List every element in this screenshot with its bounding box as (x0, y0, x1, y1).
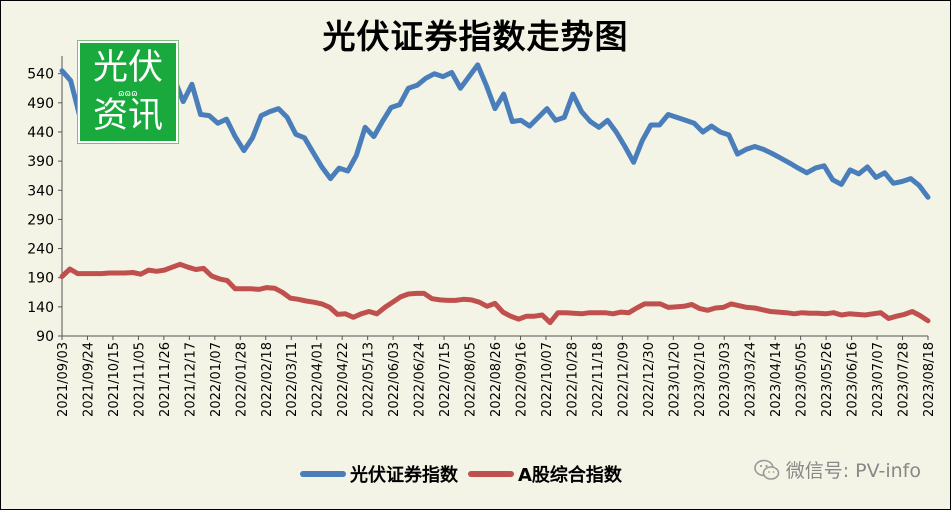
x-tick-label: 2022/10/28 (565, 342, 580, 417)
x-tick-label: 2023/03/03 (718, 342, 733, 417)
x-tick-label: 2022/08/26 (489, 342, 504, 417)
x-tick-label: 2021/11/26 (158, 342, 173, 417)
x-tick-label: 2023/05/26 (820, 342, 835, 417)
y-tick-label: 490 (27, 96, 54, 112)
y-tick-label: 190 (27, 271, 54, 287)
legend-swatch-a-share-index (468, 471, 514, 477)
x-tick-label: 2023/06/16 (846, 342, 861, 417)
x-tick-label: 2021/09/24 (81, 342, 96, 417)
series-layer (59, 62, 931, 326)
x-tick-label: 2021/10/15 (107, 342, 122, 417)
y-tick-label: 440 (27, 125, 54, 141)
logo-ornament: ɷɷɷ (118, 89, 138, 99)
x-tick-label: 2022/08/05 (464, 342, 479, 417)
x-tick-label: 2022/06/24 (413, 342, 428, 417)
y-tick-label: 240 (27, 242, 54, 258)
logo-text-line2: 资讯 (92, 96, 163, 136)
x-tick-label: 2021/09/03 (56, 342, 71, 417)
y-tick-label: 340 (27, 183, 54, 199)
x-tick-label: 2022/10/07 (540, 342, 555, 417)
x-tick-label: 2023/03/24 (744, 342, 759, 417)
x-tick-label: 2022/01/28 (234, 342, 249, 417)
x-tick-label: 2023/05/05 (795, 342, 810, 417)
legend-label-a-share-index: A股综合指数 (518, 465, 622, 486)
x-tick-label: 2023/02/10 (693, 342, 708, 417)
x-tick-label: 2022/09/16 (514, 342, 529, 417)
x-tick-label: 2022/02/18 (260, 342, 275, 417)
x-tick-label: 2022/06/03 (387, 342, 402, 417)
legend-item-pv-index: 光伏证券指数 (300, 461, 458, 487)
x-tick-label: 2022/12/09 (616, 342, 631, 417)
legend: 光伏证券指数 A股综合指数 (300, 462, 632, 486)
x-tick-label: 2022/11/18 (591, 342, 606, 417)
wechat-icon (753, 459, 780, 480)
y-tick-label: 90 (36, 329, 54, 345)
x-tick-label: 2021/12/17 (183, 342, 198, 417)
y-tick-label: 290 (27, 212, 54, 228)
pv-info-logo: 光伏 ɷɷɷ 资讯 (78, 41, 178, 143)
y-tick-label: 140 (27, 300, 54, 316)
axes (61, 56, 928, 337)
x-tick-label: 2023/07/28 (897, 342, 912, 417)
x-tick-label: 2021/11/05 (132, 342, 147, 417)
legend-item-a-share-index: A股综合指数 (468, 461, 622, 487)
watermark-text: 微信号: PV-info (785, 460, 921, 482)
x-tick-label: 2023/04/14 (769, 342, 784, 417)
series-line-a-share-index (59, 261, 931, 326)
legend-label-pv-index: 光伏证券指数 (350, 465, 458, 486)
wechat-watermark: 微信号: PV-info (753, 456, 921, 483)
series-line-pv-index (59, 62, 931, 200)
logo-text-line1: 光伏 (92, 48, 163, 88)
x-tick-label: 2022/07/15 (438, 342, 453, 417)
x-tick-label: 2023/07/07 (871, 342, 886, 417)
x-tick-label: 2023/08/18 (922, 342, 937, 417)
x-tick-label: 2022/12/30 (642, 342, 657, 417)
y-axis-ticks: 90 140 190 240 290 340 390 440 490 540 (27, 67, 62, 345)
x-tick-label: 2022/04/01 (311, 342, 326, 417)
x-tick-label: 2022/05/13 (362, 342, 377, 417)
y-tick-label: 540 (27, 67, 54, 83)
y-tick-label: 390 (27, 154, 54, 170)
x-tick-label: 2022/03/11 (285, 342, 300, 417)
chart-title: 光伏证券指数走势图 (322, 17, 629, 56)
legend-swatch-pv-index (300, 471, 346, 477)
x-axis-ticks: 2021/09/03 2021/09/24 2021/10/15 2021/11/05… (56, 336, 937, 417)
x-tick-label: 2022/01/07 (209, 342, 224, 417)
x-tick-label: 2022/04/22 (336, 342, 351, 417)
x-tick-label: 2023/01/20 (667, 342, 682, 417)
